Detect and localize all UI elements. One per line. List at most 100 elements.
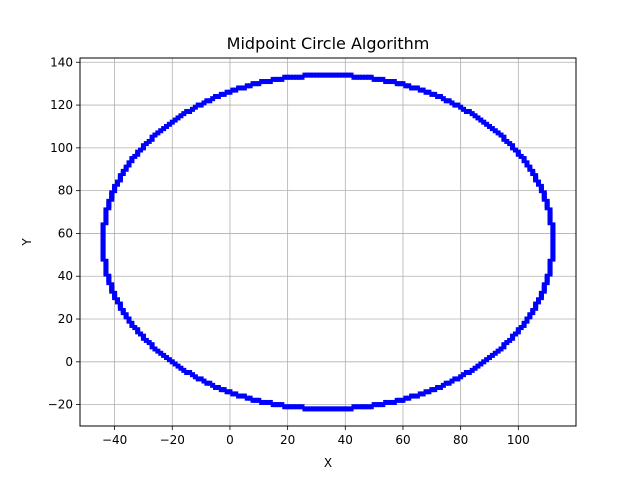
data-point xyxy=(135,149,141,155)
data-point xyxy=(259,399,265,405)
data-point xyxy=(515,149,521,155)
data-point xyxy=(218,91,224,97)
data-point xyxy=(432,387,438,393)
data-point xyxy=(386,399,392,405)
data-point xyxy=(426,89,432,95)
y-tick-label: 40 xyxy=(58,269,73,283)
data-point xyxy=(264,79,270,85)
data-point xyxy=(383,79,389,85)
data-point xyxy=(455,102,461,108)
x-tick-label: −40 xyxy=(102,433,127,447)
y-tick-label: 20 xyxy=(58,312,73,326)
data-points xyxy=(100,72,556,412)
data-point xyxy=(365,74,371,80)
data-point xyxy=(109,190,115,196)
data-point xyxy=(342,406,348,412)
data-point xyxy=(120,168,126,174)
data-point xyxy=(262,399,268,405)
data-point xyxy=(414,85,420,91)
data-point xyxy=(452,102,458,108)
data-point xyxy=(135,329,141,335)
data-point xyxy=(322,406,328,412)
data-point xyxy=(299,74,305,80)
data-point xyxy=(481,119,487,125)
data-point xyxy=(296,404,302,410)
data-point xyxy=(120,310,126,316)
data-point xyxy=(328,406,334,412)
data-point xyxy=(187,370,193,376)
data-point xyxy=(348,72,354,78)
data-point xyxy=(486,355,492,361)
data-point xyxy=(388,399,394,405)
data-point xyxy=(478,117,484,123)
data-point xyxy=(273,76,279,82)
data-point xyxy=(360,74,366,80)
data-point xyxy=(189,106,195,112)
data-point xyxy=(510,335,516,341)
data-point xyxy=(550,256,556,262)
data-point xyxy=(184,108,190,114)
data-point xyxy=(486,123,492,129)
data-point xyxy=(498,346,504,352)
data-point xyxy=(406,83,412,89)
data-point xyxy=(152,132,158,138)
data-point xyxy=(544,280,550,286)
data-point xyxy=(155,348,161,354)
data-point xyxy=(114,179,120,185)
data-point xyxy=(195,376,201,382)
data-point xyxy=(339,406,345,412)
data-point xyxy=(371,402,377,408)
data-point xyxy=(117,305,123,311)
data-point xyxy=(184,370,190,376)
data-point xyxy=(259,79,265,85)
data-point xyxy=(270,76,276,82)
data-point xyxy=(495,130,501,136)
data-point xyxy=(374,76,380,82)
data-point xyxy=(313,72,319,78)
data-point xyxy=(443,380,449,386)
data-point xyxy=(221,91,227,97)
data-point xyxy=(536,179,542,185)
data-point xyxy=(446,98,452,104)
x-tick-label: 60 xyxy=(395,433,410,447)
x-tick-label: 20 xyxy=(280,433,295,447)
data-point xyxy=(495,348,501,354)
data-point xyxy=(403,395,409,401)
data-point xyxy=(129,156,135,162)
data-point xyxy=(146,138,152,144)
y-axis-label: Y xyxy=(20,238,34,247)
data-point xyxy=(143,141,149,147)
data-point xyxy=(461,106,467,112)
data-point xyxy=(138,147,144,153)
data-point xyxy=(207,380,213,386)
data-point xyxy=(397,81,403,87)
data-point xyxy=(175,363,181,369)
data-point xyxy=(406,395,412,401)
data-point xyxy=(241,85,247,91)
data-point xyxy=(140,335,146,341)
data-point xyxy=(501,344,507,350)
data-point xyxy=(279,402,285,408)
x-tick-label: −20 xyxy=(160,433,185,447)
data-point xyxy=(331,406,337,412)
data-point xyxy=(250,397,256,403)
data-point xyxy=(420,391,426,397)
data-point xyxy=(302,72,308,78)
data-point xyxy=(394,81,400,87)
data-point xyxy=(507,141,513,147)
data-point xyxy=(547,271,553,277)
data-point xyxy=(449,378,455,384)
data-point xyxy=(357,404,363,410)
data-point xyxy=(311,72,317,78)
data-point xyxy=(319,406,325,412)
data-point xyxy=(365,404,371,410)
data-point xyxy=(337,72,343,78)
data-point xyxy=(541,190,547,196)
x-axis-label: X xyxy=(324,456,332,470)
data-point xyxy=(158,350,164,356)
data-point xyxy=(282,74,288,80)
data-point xyxy=(515,329,521,335)
data-point xyxy=(305,72,311,78)
